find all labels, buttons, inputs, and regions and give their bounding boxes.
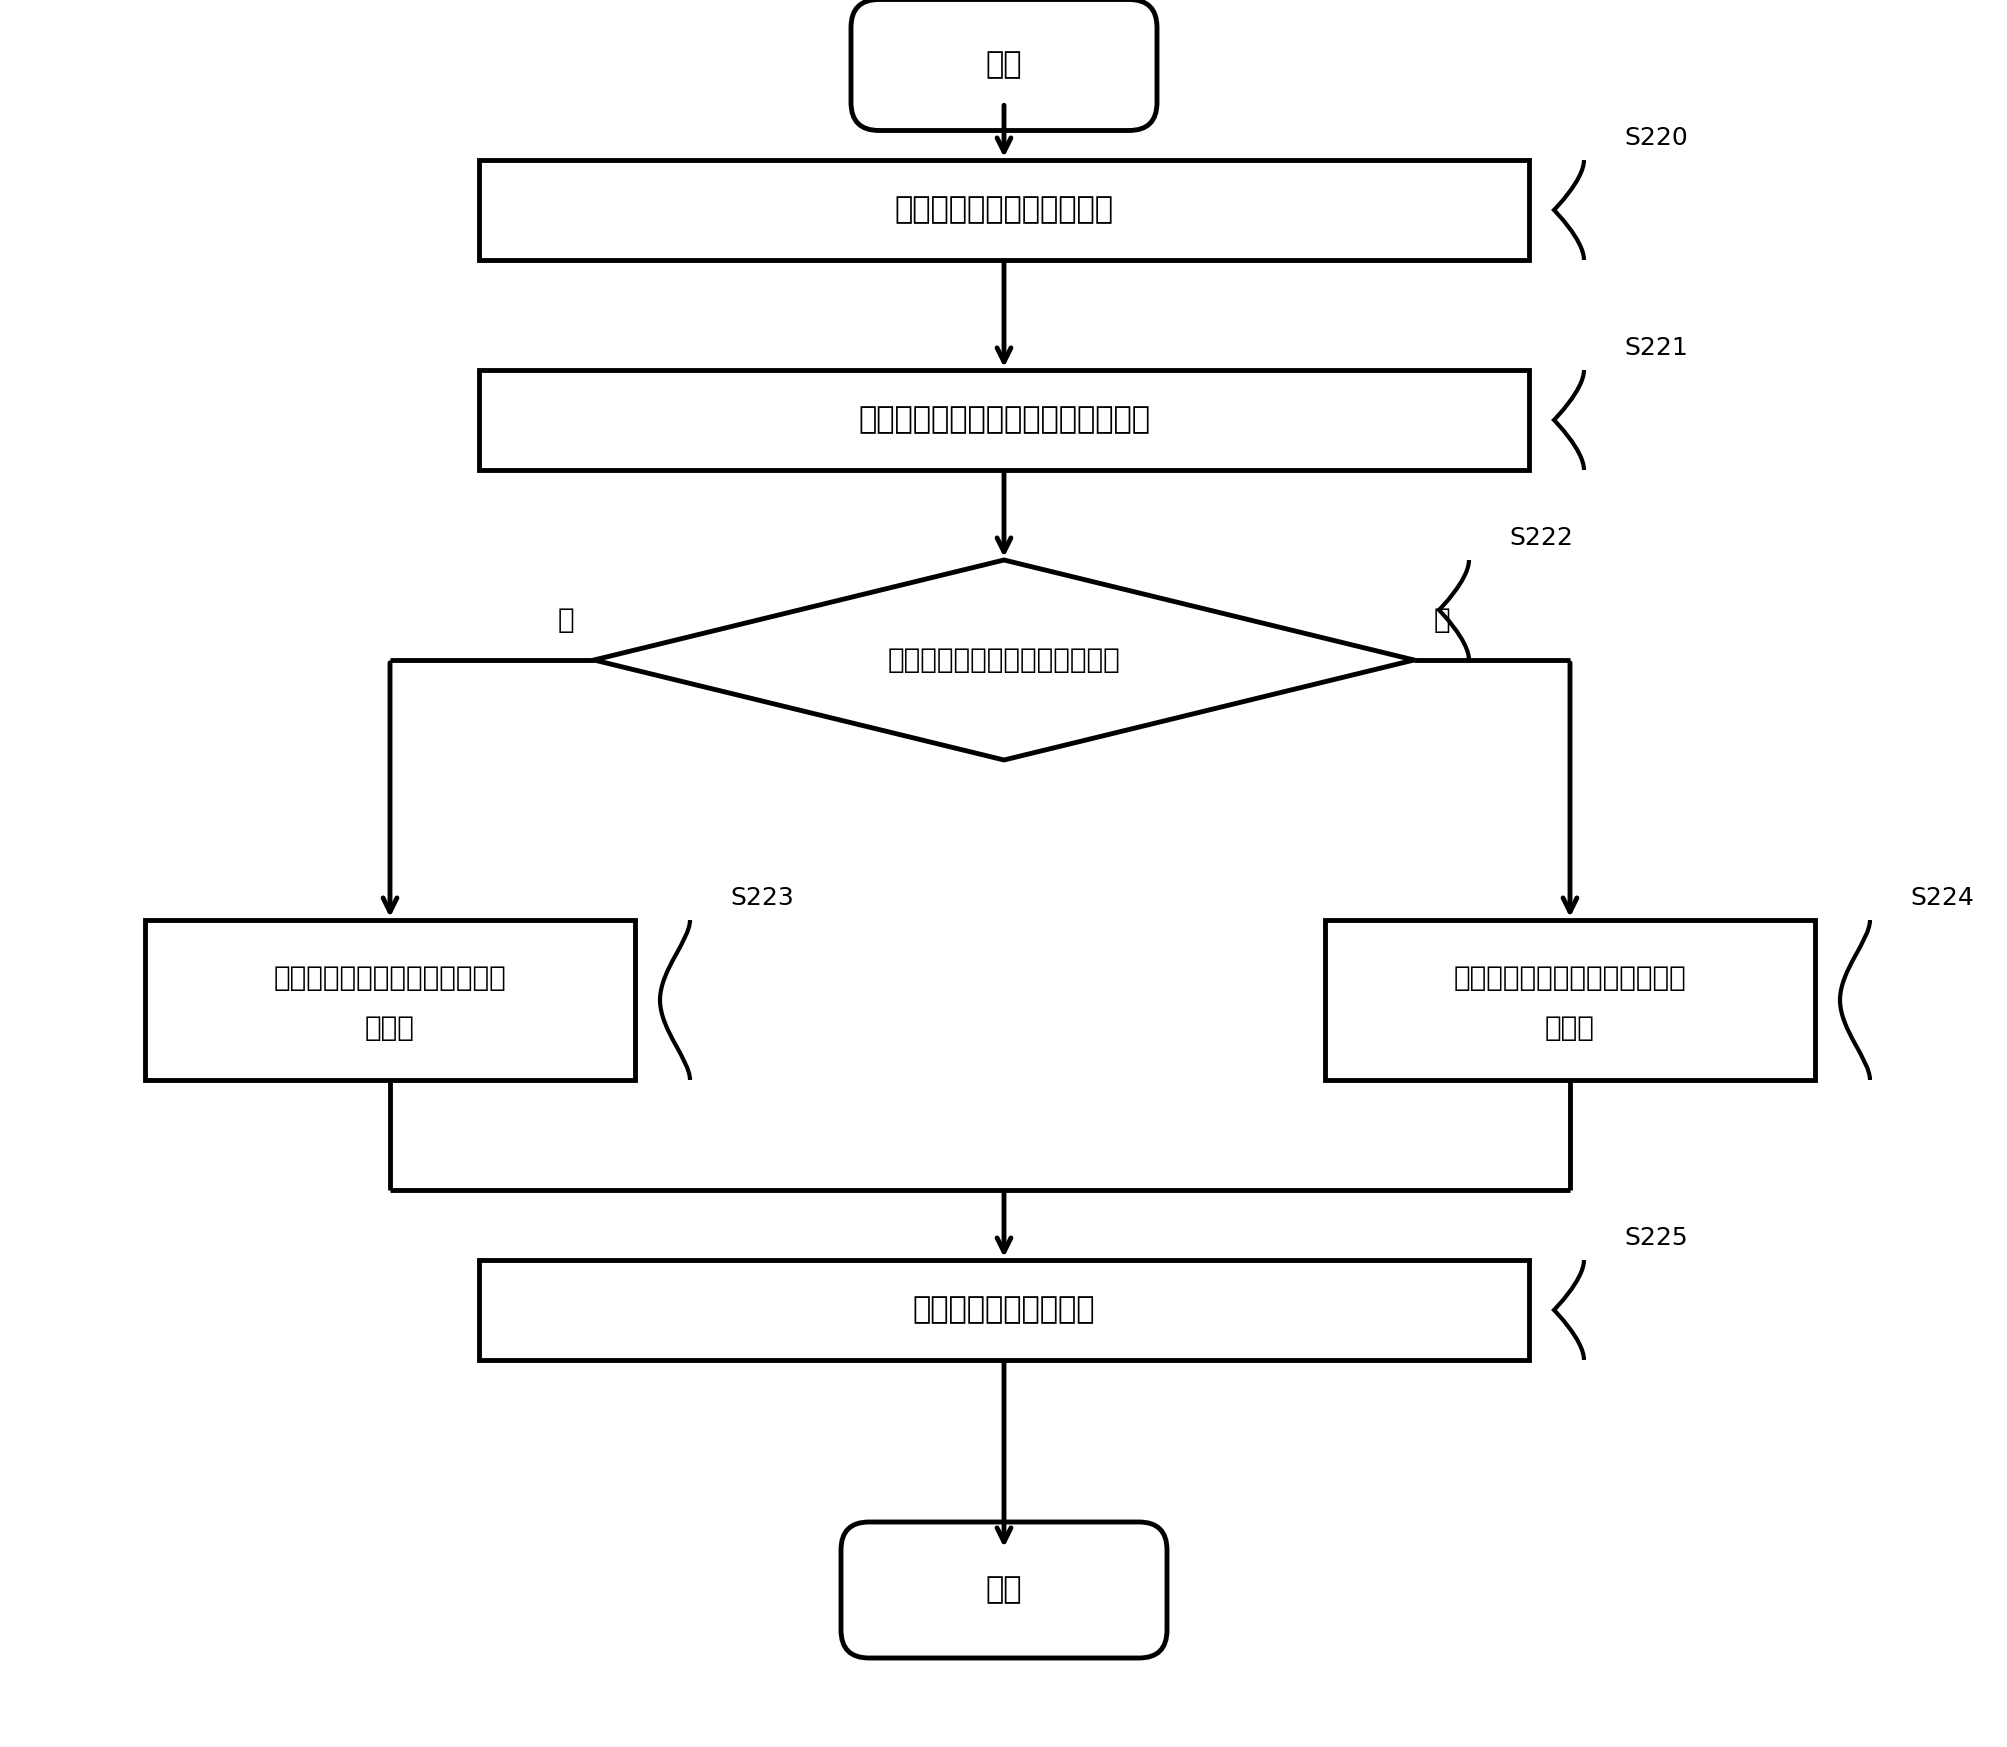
Text: 二长度: 二长度 — [1543, 1013, 1594, 1041]
Polygon shape — [594, 561, 1413, 760]
Text: 向用户提供所述验证码: 向用户提供所述验证码 — [913, 1296, 1094, 1324]
Text: S222: S222 — [1507, 526, 1571, 550]
Bar — [480, 370, 1527, 470]
Text: 获取与用户对应的历史记录: 获取与用户对应的历史记录 — [893, 196, 1114, 225]
Text: 根据所述历史记录确定所述信用等级: 根据所述历史记录确定所述信用等级 — [857, 405, 1150, 435]
Text: 确定所述验证码的长度属性为第: 确定所述验证码的长度属性为第 — [273, 964, 506, 992]
Text: S225: S225 — [1624, 1226, 1686, 1251]
Text: S223: S223 — [731, 886, 793, 910]
Bar — [1325, 921, 1814, 1080]
Text: 结束: 结束 — [985, 1576, 1022, 1604]
Bar — [480, 161, 1527, 260]
Text: 是: 是 — [558, 606, 574, 634]
Text: 所述信用等级高于第一阈値吗？: 所述信用等级高于第一阈値吗？ — [887, 646, 1120, 674]
FancyBboxPatch shape — [841, 1522, 1166, 1658]
Text: S220: S220 — [1624, 126, 1688, 150]
Text: S224: S224 — [1909, 886, 1973, 910]
Text: 否: 否 — [1433, 606, 1449, 634]
Text: 一长度: 一长度 — [365, 1013, 415, 1041]
Text: S221: S221 — [1624, 335, 1688, 360]
FancyBboxPatch shape — [851, 0, 1156, 131]
Bar — [145, 921, 634, 1080]
Bar — [480, 1260, 1527, 1359]
Text: 开始: 开始 — [985, 51, 1022, 80]
Text: 确定所述验证码的长度属性为第: 确定所述验证码的长度属性为第 — [1453, 964, 1686, 992]
